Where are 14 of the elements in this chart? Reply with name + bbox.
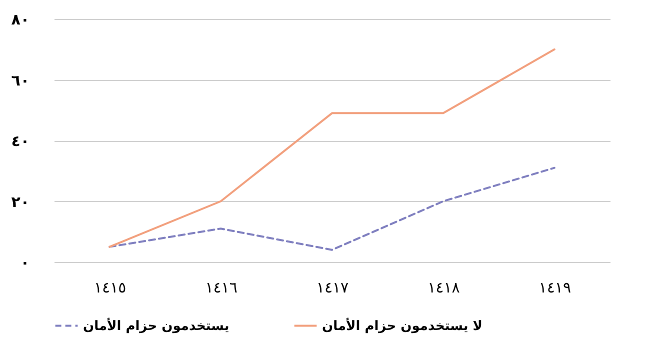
y-tick-label: ٠ (20, 254, 30, 272)
x-tick-label: ١٤١٦ (205, 278, 238, 296)
x-tick-label: ١٤١٧ (316, 278, 349, 296)
y-tick-label: ٢٠ (11, 192, 30, 211)
line-series (108, 166, 556, 251)
legend-label: لا يستخدمون حزام الأمان (322, 316, 482, 334)
x-tick-label: ١٤١٨ (428, 278, 460, 296)
line-series (108, 48, 556, 248)
x-tick-label: ١٤١٩ (538, 278, 572, 296)
x-tick-label: ١٤١٥ (94, 278, 126, 296)
legend-label: يستخدمون حزام الأمان (83, 316, 230, 334)
y-tick-label: ٤٠ (11, 132, 30, 150)
y-tick-label: ٦٠ (11, 71, 30, 90)
y-tick-label: ٨٠ (11, 10, 30, 28)
